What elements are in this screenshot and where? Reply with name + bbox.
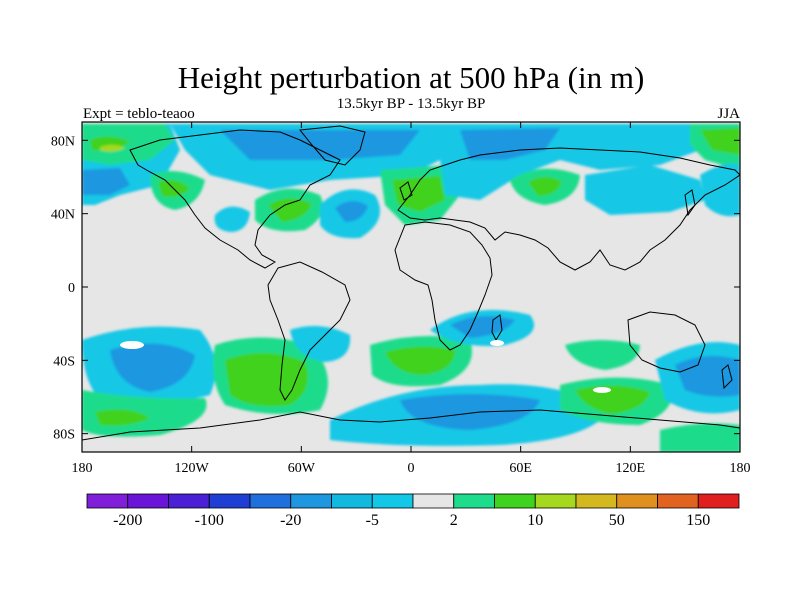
anomaly-region [575,385,650,414]
x-tick-label: 180 [730,461,751,476]
anomaly-region [660,423,740,452]
australia-coast [627,311,706,373]
x-tick-label: 60E [509,461,532,476]
colorbar-label: 150 [686,512,710,529]
anomaly-region [528,177,562,196]
japan-coast [684,189,696,217]
coastlines [82,125,740,441]
y-tick-label: 80S [53,428,75,443]
sea-ice-patches [120,340,611,393]
x-tick-label: 0 [408,461,415,476]
anomaly-region [450,316,515,338]
colorbar-box [575,493,618,509]
north-america-coast [129,129,341,269]
colorbar-box [494,493,536,509]
anomaly-region [82,124,175,165]
y-tick-label: 0 [68,281,75,296]
anomaly-region [335,200,368,222]
anomaly-region [700,128,740,155]
x-tick-label: 180 [72,461,93,476]
anomaly-region [100,144,125,152]
anomaly-region [700,163,740,217]
colorbar-label: -200 [113,512,142,529]
anomaly-region [385,346,455,375]
white-patch [490,340,504,346]
colorbar: -200 -100 -20 -5 2 10 50 150 [86,493,740,529]
greenland-coast [299,125,366,166]
colorbar-box [127,493,169,509]
anomaly-region [585,165,705,215]
colorbar-box [697,493,740,509]
white-patch [120,341,144,349]
colorbar-box [657,493,699,509]
colorbar-box [534,493,577,509]
season-label: JJA [717,106,740,122]
antarctica-coast [82,409,740,441]
anomaly-region [225,352,308,407]
x-tick-label: 120E [616,461,646,476]
y-tick-label: 40S [53,354,75,369]
experiment-label: Expt = teblo-teaoo [83,106,195,122]
plot-title: Height perturbation at 500 hPa (in m) [178,60,645,95]
map-area [82,122,740,452]
madagascar-coast [491,314,503,342]
anomaly-region [460,128,560,160]
colorbar-label: -20 [280,512,301,529]
period-label: 13.5kyr BP - 13.5kyr BP [337,96,486,112]
colorbar-label: 10 [527,512,543,529]
colorbar-box [168,493,210,509]
anomaly-region [565,340,640,370]
south-america-coast [267,261,351,401]
colorbar-box [208,493,251,509]
anomaly-region [220,130,420,160]
white-patch [593,387,611,393]
anomaly-region [110,343,195,392]
colorbar-label: 50 [609,512,625,529]
anomaly-region [392,176,445,212]
colorbar-box [249,493,292,509]
y-tick-label: 40N [51,208,75,223]
new-zealand-coast [721,364,733,390]
y-tick-label: 80N [51,134,75,149]
colorbar-box [453,493,495,509]
colorbar-label: -5 [366,512,379,529]
contour-fills [82,124,740,452]
anomaly-region [214,206,250,232]
colorbar-box [616,493,658,509]
anomaly-region [268,198,312,222]
colorbar-box [290,493,332,509]
colorbar-box [86,493,129,509]
colorbar-box [371,493,414,509]
x-tick-label: 120W [175,461,210,476]
anomaly-region [95,409,150,426]
x-tick-label: 60W [288,461,316,476]
anomaly-region [82,168,130,195]
colorbar-box [331,493,373,509]
colorbar-label: 2 [450,512,458,529]
anomaly-region [400,394,540,430]
colorbar-box [412,493,455,509]
britain-coast [399,181,413,201]
africa-coast [394,221,493,351]
colorbar-label: -100 [195,512,224,529]
europe-asia-coast [397,147,740,271]
anomaly-region [290,326,351,362]
axes: 180 120W 60W 0 60E 120E 180 80N 40N 0 40S 80S [51,122,751,476]
